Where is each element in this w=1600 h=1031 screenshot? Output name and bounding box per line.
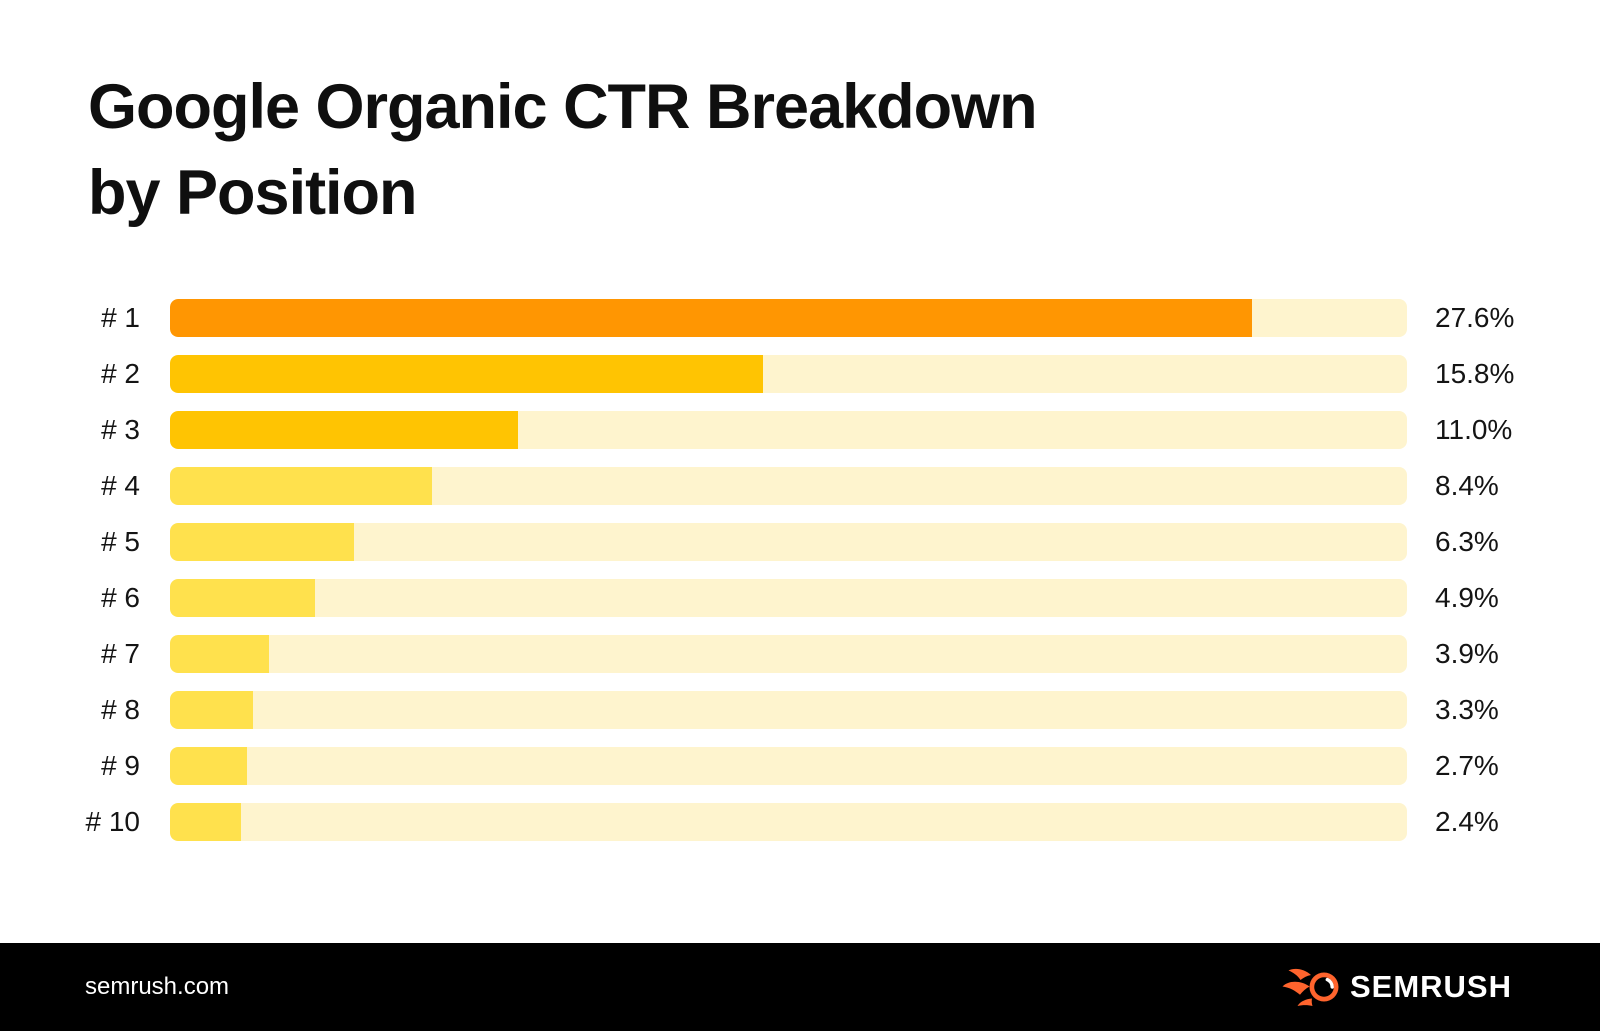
website-url: semrush.com <box>85 973 230 1000</box>
chart-row: # 7 3.9% <box>85 635 1514 673</box>
bar-fill <box>170 467 433 505</box>
chart-row: # 9 2.7% <box>85 747 1514 785</box>
chart-row: # 3 11.0% <box>85 411 1514 449</box>
value-label: 6.3% <box>1435 526 1499 557</box>
value-label: 8.4% <box>1435 470 1499 501</box>
brand-logo: SEMRUSH <box>1282 966 1512 1008</box>
bar-fill <box>170 747 247 785</box>
page-title-line1: Google Organic CTR Breakdown <box>88 72 1038 142</box>
value-label: 11.0% <box>1435 414 1513 445</box>
bar-fill <box>170 579 315 617</box>
bar-track <box>170 579 1407 617</box>
chart-row: # 4 8.4% <box>85 467 1514 505</box>
chart-row: # 5 6.3% <box>85 523 1514 561</box>
value-label: 27.6% <box>1435 302 1515 333</box>
bar-fill <box>170 299 1253 337</box>
footer-bar: semrush.com SEMRUSH <box>0 943 1600 1031</box>
position-label: # 5 <box>101 526 140 557</box>
position-label: # 1 <box>101 302 140 333</box>
brand-name: SEMRUSH <box>1349 969 1512 1004</box>
ctr-bar-chart: # 1 27.6% # 2 15.8% # 3 11.0% # 4 8.4% # 5 6.3% # … <box>85 299 1514 859</box>
chart-row: # 1 27.6% <box>85 299 1514 337</box>
position-label: # 4 <box>101 470 140 501</box>
bar-fill <box>170 411 518 449</box>
chart-row: # 8 3.3% <box>85 691 1514 729</box>
page-title-line2: by Position <box>88 158 418 228</box>
bar-track <box>170 691 1407 729</box>
bar-fill <box>170 355 763 393</box>
position-label: # 7 <box>101 638 140 669</box>
semrush-flame-icon <box>1282 968 1339 1006</box>
bar-track <box>170 411 1407 449</box>
bar-fill <box>170 803 241 841</box>
value-label: 15.8% <box>1435 358 1515 389</box>
bar-track <box>170 355 1407 393</box>
position-label: # 3 <box>101 414 140 445</box>
chart-row: # 6 4.9% <box>85 579 1514 617</box>
bar-fill <box>170 691 253 729</box>
value-label: 3.9% <box>1435 638 1499 669</box>
value-label: 2.4% <box>1435 806 1499 837</box>
bar-track <box>170 299 1407 337</box>
bar-track <box>170 635 1407 673</box>
value-label: 3.3% <box>1435 694 1499 725</box>
bar-track <box>170 803 1407 841</box>
value-label: 4.9% <box>1435 582 1499 613</box>
bar-track <box>170 523 1407 561</box>
bar-fill <box>170 635 269 673</box>
chart-row: # 10 2.4% <box>85 803 1514 841</box>
bar-track <box>170 467 1407 505</box>
bar-track <box>170 747 1407 785</box>
position-label: # 6 <box>101 582 140 613</box>
chart-row: # 2 15.8% <box>85 355 1514 393</box>
value-label: 2.7% <box>1435 750 1499 781</box>
position-label: # 9 <box>101 750 140 781</box>
position-label: # 8 <box>101 694 140 725</box>
position-label: # 2 <box>101 358 140 389</box>
bar-fill <box>170 523 355 561</box>
position-label: # 10 <box>85 806 141 837</box>
page-title: Google Organic CTR Breakdown by Position <box>88 64 1038 236</box>
